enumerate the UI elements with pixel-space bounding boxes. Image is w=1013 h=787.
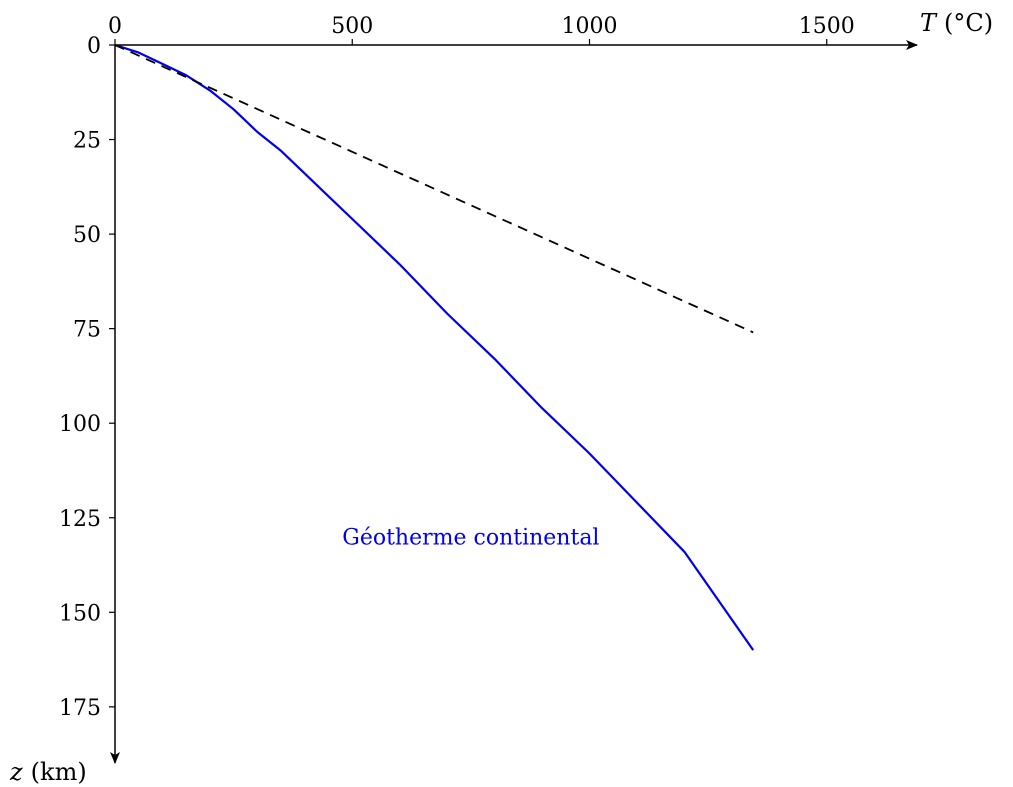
reference-dashed-line (114, 44, 754, 334)
series-layer (114, 43, 755, 651)
x-axis-unit: (°C) (944, 9, 993, 37)
x-tick-label: 1500 (799, 14, 855, 39)
y-axis-title: z (km) (9, 758, 87, 786)
y-tick-label: 175 (59, 696, 101, 721)
axes-layer (109, 39, 918, 764)
y-tick-label: 75 (73, 318, 101, 343)
x-axis-title: T (°C) (920, 9, 993, 37)
geotherm-annotation: Géotherme continental (342, 526, 599, 551)
x-tick-label: 1000 (562, 14, 618, 39)
y-tick-label: 50 (73, 223, 101, 248)
x-tick-label: 0 (108, 14, 122, 39)
y-tick-label: 100 (59, 412, 101, 437)
x-axis-variable: T (920, 9, 938, 37)
y-tick-label: 125 (59, 507, 101, 532)
x-tick-label: 500 (331, 14, 373, 39)
y-tick-label: 25 (73, 129, 101, 154)
labels-layer: 0 500 1000 1500 0 25 50 75 100 125 150 175 T (°C) z (km… (9, 9, 993, 786)
y-tick-label: 150 (59, 601, 101, 626)
y-axis-variable: z (9, 758, 23, 786)
geotherm-continental-line (114, 43, 755, 651)
y-tick-label: 0 (87, 34, 101, 59)
y-axis-unit: (km) (31, 758, 87, 786)
